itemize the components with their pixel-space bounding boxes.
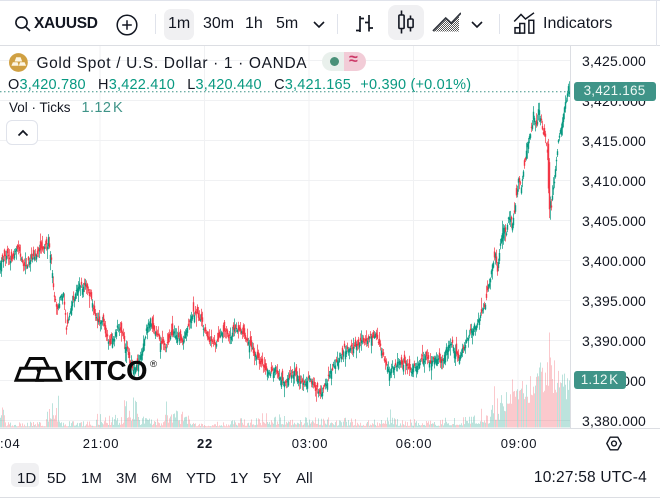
svg-text:KITCO: KITCO bbox=[64, 355, 147, 386]
svg-text:®: ® bbox=[150, 359, 157, 370]
